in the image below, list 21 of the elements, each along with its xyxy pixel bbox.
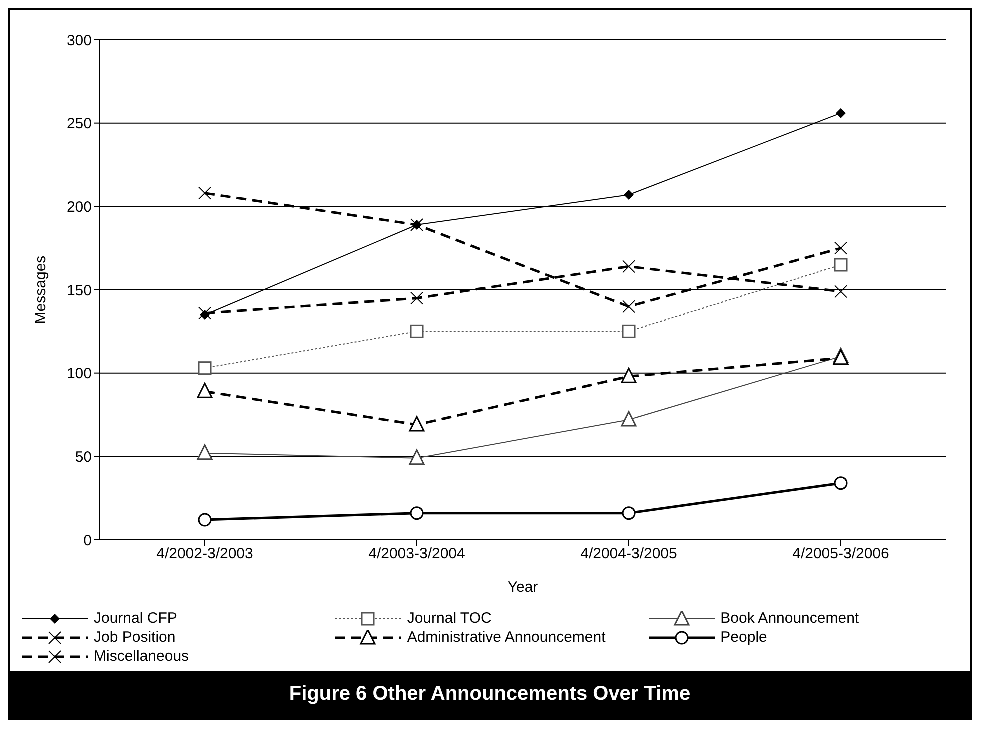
y-tick-label: 200 xyxy=(66,198,92,216)
x-tick-label: 4/2002-3/2003 xyxy=(156,546,254,563)
y-tick-label: 0 xyxy=(84,532,92,550)
y-tick-label: 50 xyxy=(75,448,92,466)
y-tick-label: 100 xyxy=(66,366,92,383)
y-tick-label: 300 xyxy=(66,32,92,50)
x-axis-title: Year xyxy=(508,579,538,596)
legend-label: Administrative Announcement xyxy=(407,629,606,646)
y-tick-label: 150 xyxy=(66,282,92,300)
legend-label: Book Announcement xyxy=(720,610,860,627)
legend-label: Job Position xyxy=(94,629,176,646)
x-tick-label: 4/2003-3/2004 xyxy=(368,546,466,563)
legend-label: Miscellaneous xyxy=(94,648,190,665)
legend-label: Journal CFP xyxy=(94,610,178,627)
x-tick-label: 4/2005-3/2006 xyxy=(792,546,890,563)
x-tick-label: 4/2004-3/2005 xyxy=(580,546,678,563)
legend-label: Journal TOC xyxy=(407,610,492,627)
y-tick-label: 250 xyxy=(66,116,92,133)
y-axis-title: Messages xyxy=(32,256,50,324)
legend-label: People xyxy=(720,629,768,646)
text: Figure 6 Other Announcements Over Time xyxy=(10,671,970,718)
